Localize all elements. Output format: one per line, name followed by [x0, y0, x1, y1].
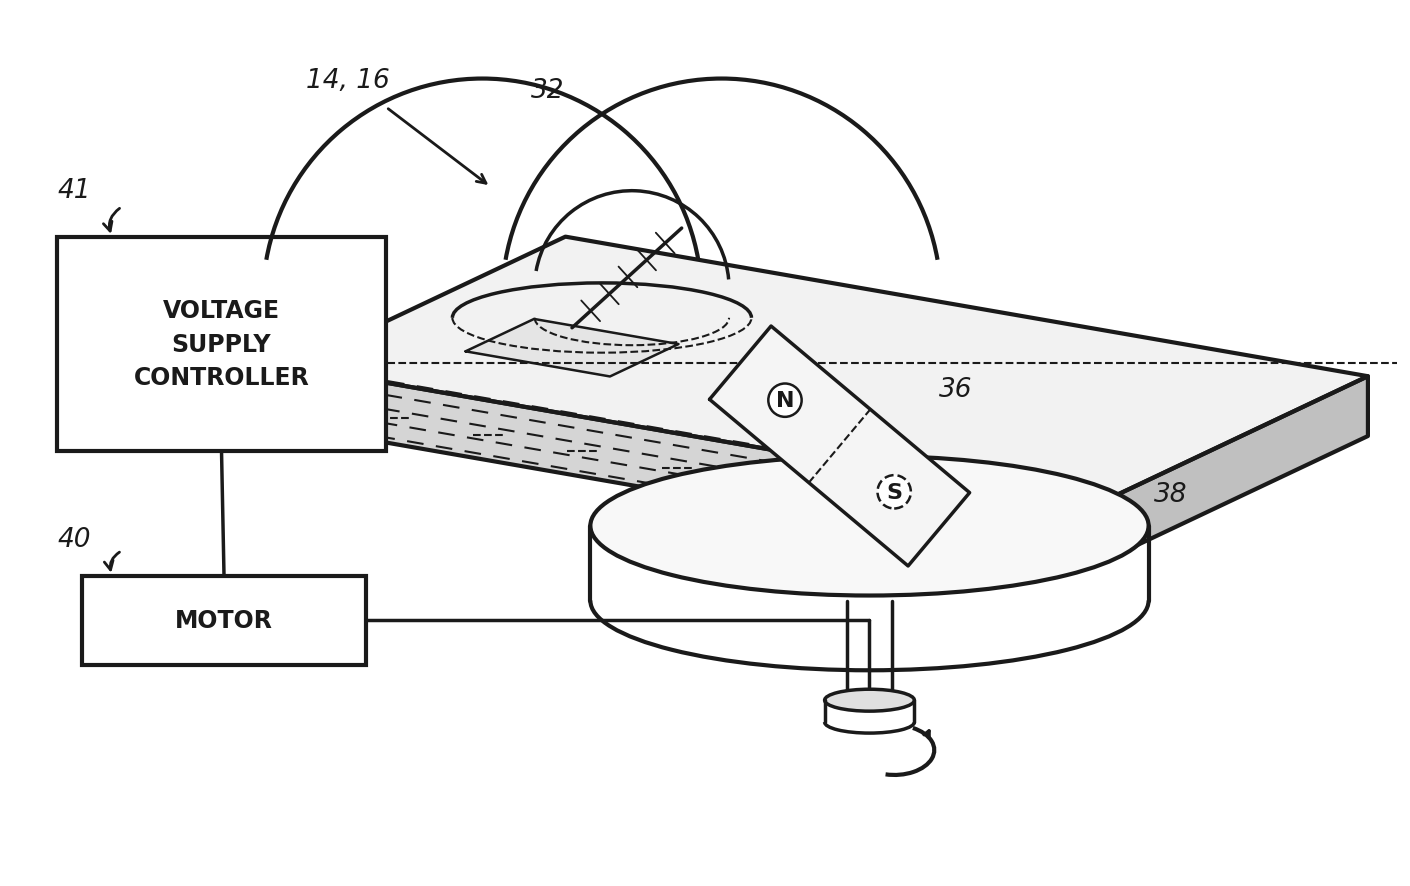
Polygon shape	[1094, 377, 1368, 566]
Text: VOLTAGE
SUPPLY
CONTROLLER: VOLTAGE SUPPLY CONTROLLER	[134, 299, 309, 390]
Ellipse shape	[825, 689, 914, 711]
Bar	[82, 576, 367, 665]
Bar	[56, 237, 386, 452]
Polygon shape	[292, 237, 1368, 506]
Text: N: N	[776, 391, 794, 411]
Text: 40: 40	[56, 526, 90, 552]
Text: S: S	[885, 482, 902, 502]
Text: MOTOR: MOTOR	[175, 609, 274, 633]
Ellipse shape	[591, 456, 1149, 596]
Text: 32: 32	[530, 78, 564, 104]
Polygon shape	[465, 320, 678, 377]
Text: 36: 36	[939, 377, 973, 403]
Text: 41: 41	[56, 177, 90, 204]
Polygon shape	[709, 327, 970, 566]
Text: 38: 38	[1153, 481, 1187, 508]
Polygon shape	[292, 367, 1094, 566]
Text: 14, 16: 14, 16	[306, 68, 391, 94]
